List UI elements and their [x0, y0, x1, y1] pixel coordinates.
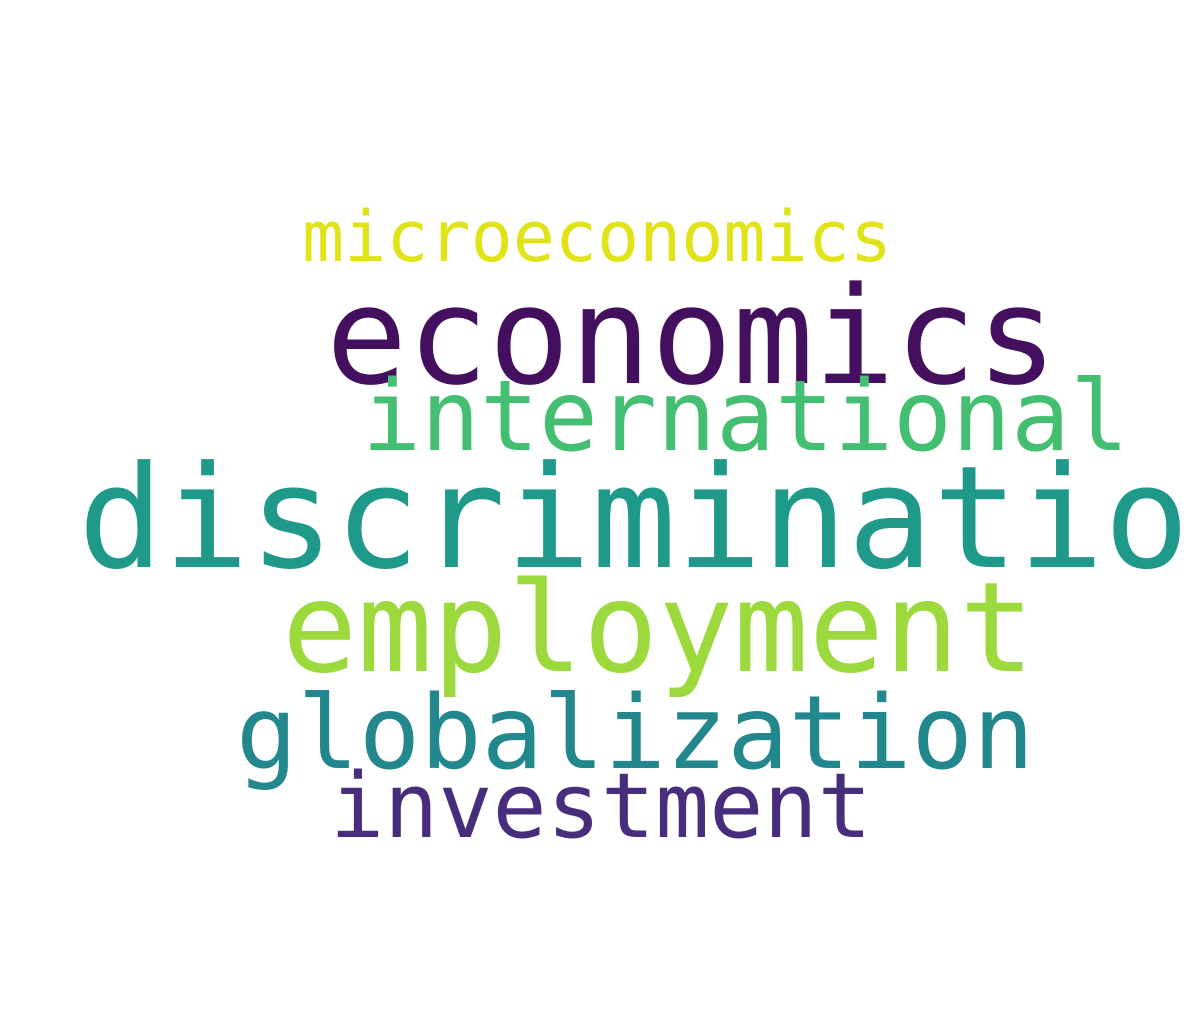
- word-globalization: globalization: [236, 674, 1035, 793]
- word-microeconomics: microeconomics: [302, 196, 893, 278]
- word-investment: investment: [330, 754, 872, 859]
- word-economics: economics: [326, 258, 1058, 415]
- word-international: international: [362, 360, 1130, 474]
- word-discrimination: discrimination: [78, 436, 1190, 601]
- word-employment: employment: [282, 556, 1035, 701]
